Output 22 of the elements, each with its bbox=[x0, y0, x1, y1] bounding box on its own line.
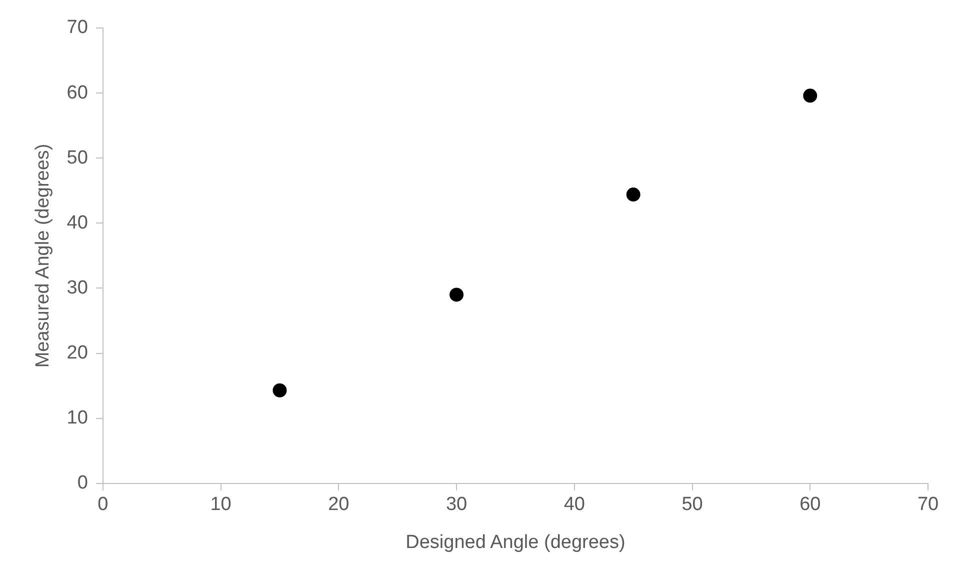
y-tick-label: 70 bbox=[66, 17, 88, 38]
x-tick-label: 20 bbox=[328, 494, 350, 516]
y-tick-label: 0 bbox=[77, 472, 88, 494]
x-tick-label: 30 bbox=[446, 494, 468, 516]
x-tick-label: 10 bbox=[210, 494, 232, 516]
point bbox=[450, 288, 464, 302]
point bbox=[272, 383, 287, 398]
x-tick-label: 50 bbox=[682, 494, 703, 516]
x-axis-title: Designed Angle (degrees) bbox=[406, 532, 626, 553]
x-tick-label: 40 bbox=[564, 494, 585, 516]
y-tick-label: 10 bbox=[66, 408, 88, 429]
x-tick-label: 60 bbox=[800, 494, 821, 516]
point bbox=[626, 188, 640, 202]
y-tick-label: 30 bbox=[66, 277, 88, 298]
y-tick-label: 50 bbox=[66, 147, 88, 168]
y-tick-label: 20 bbox=[66, 342, 88, 364]
x-tick-label: 0 bbox=[98, 494, 108, 516]
y-axis-title: Measured Angle (degrees) bbox=[32, 144, 54, 368]
point bbox=[803, 88, 818, 103]
x-tick-label: 70 bbox=[917, 494, 939, 516]
y-tick-label: 60 bbox=[66, 82, 88, 104]
y-tick-label: 40 bbox=[66, 212, 88, 234]
